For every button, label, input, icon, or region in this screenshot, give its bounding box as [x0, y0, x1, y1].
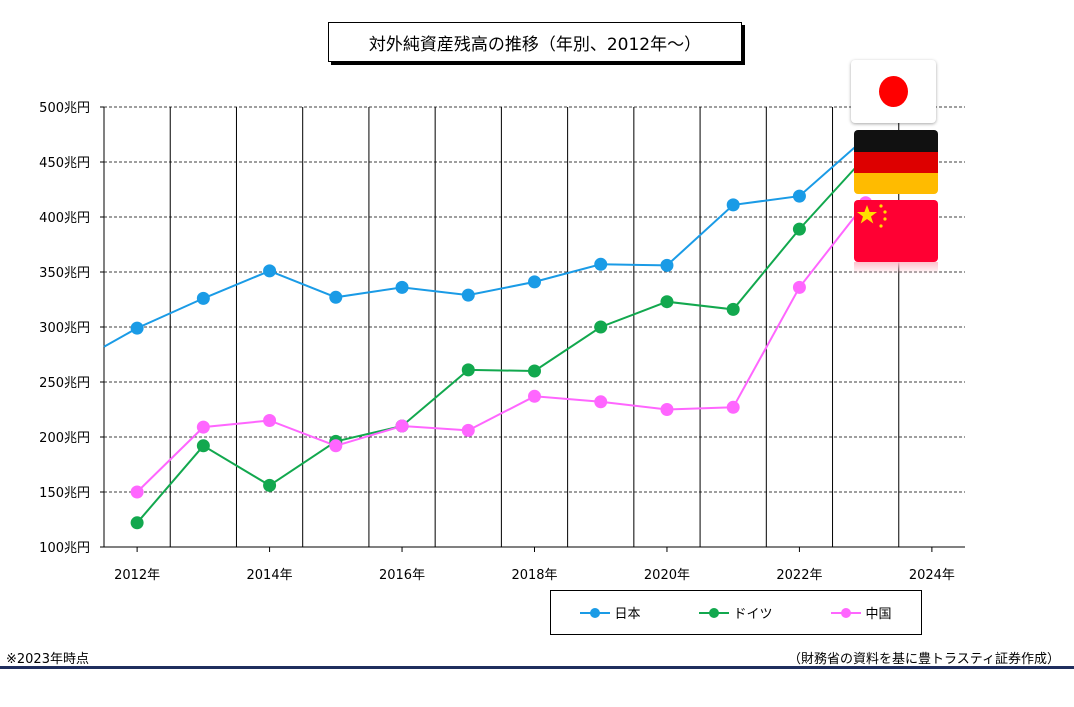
data-point-japan — [329, 290, 343, 304]
x-tick-label: 2014年 — [247, 568, 293, 583]
japan-flag-sun — [879, 76, 908, 107]
data-point-japan — [461, 288, 475, 302]
axes — [100, 106, 965, 552]
series-line-japan — [103, 137, 867, 348]
china-flag — [854, 200, 938, 262]
y-tick-label: 500兆円 — [39, 101, 90, 116]
legend: 日本 ドイツ 中国 — [550, 590, 922, 635]
x-tick-label: 2022年 — [776, 568, 822, 583]
source-note: （財務省の資料を基に豊トラスティ証券作成） — [788, 652, 1060, 667]
data-point-china — [130, 485, 144, 499]
germany-flag-black-stripe — [854, 130, 938, 152]
data-point-germany — [792, 222, 806, 236]
germany-flag-gold-stripe — [854, 173, 938, 194]
y-tick-label: 450兆円 — [39, 156, 90, 171]
data-point-germany — [263, 478, 277, 492]
data-point-germany — [196, 439, 210, 453]
data-point-japan — [395, 280, 409, 294]
series-lines — [103, 137, 867, 524]
germany-flag-red-stripe — [854, 152, 938, 173]
legend-item-china: 中国 — [831, 603, 892, 622]
series-line-china — [136, 202, 867, 493]
x-tick-label: 2016年 — [379, 568, 425, 583]
legend-marker-germany — [699, 607, 730, 618]
y-tick-label: 350兆円 — [39, 266, 90, 281]
china-flag-stars-icon — [857, 204, 887, 228]
data-point-japan — [528, 275, 541, 289]
data-point-japan — [196, 291, 210, 305]
y-tick-label: 100兆円 — [39, 541, 90, 556]
japan-flag — [851, 60, 936, 123]
x-tick-label: 2020年 — [644, 568, 690, 583]
data-point-germany — [461, 363, 475, 377]
germany-flag — [854, 130, 938, 194]
x-axis-tick-labels: 2012年 2014年 2016年 2018年 2020年 2022年 2024年 — [114, 568, 955, 583]
data-point-japan — [263, 264, 277, 278]
data-point-germany — [130, 516, 144, 530]
legend-marker-china — [831, 607, 862, 618]
y-tick-label: 200兆円 — [39, 431, 90, 446]
x-tick-label: 2018年 — [511, 568, 557, 583]
data-point-china — [594, 395, 608, 409]
x-tick-label: 2024年 — [909, 568, 955, 583]
legend-label-china: 中国 — [865, 607, 892, 622]
chart-title: 対外純資産残高の推移（年別、2012年〜） — [328, 22, 742, 62]
data-point-china — [395, 419, 409, 433]
data-point-japan — [726, 198, 740, 212]
y-tick-label: 400兆円 — [39, 211, 90, 226]
data-point-china — [726, 400, 740, 414]
data-point-germany — [594, 320, 608, 334]
data-point-china — [660, 403, 674, 416]
data-point-japan — [594, 257, 608, 271]
data-point-china — [461, 423, 475, 437]
legend-label-germany: ドイツ — [733, 607, 773, 622]
data-point-china — [528, 389, 541, 403]
legend-item-japan: 日本 — [580, 603, 641, 622]
data-point-china — [792, 280, 806, 294]
legend-item-germany: ドイツ — [699, 603, 773, 622]
data-point-germany — [528, 364, 541, 378]
flag-reflection — [854, 262, 938, 274]
x-tick-label: 2012年 — [114, 568, 160, 583]
y-tick-label: 250兆円 — [39, 376, 90, 391]
data-point-china — [329, 439, 343, 453]
legend-marker-japan — [580, 607, 611, 618]
series-line-germany — [136, 155, 867, 524]
data-point-japan — [660, 258, 674, 272]
data-point-japan — [792, 189, 806, 203]
legend-label-japan: 日本 — [614, 607, 641, 622]
data-point-germany — [660, 295, 674, 309]
data-point-china — [263, 414, 277, 427]
y-axis-tick-labels: 100兆円 150兆円 200兆円 250兆円 300兆円 350兆円 400兆円 450兆円… — [39, 101, 90, 556]
grid-lines — [104, 106, 965, 547]
footnote: ※2023年時点 — [6, 652, 89, 667]
y-tick-label: 150兆円 — [39, 486, 90, 501]
y-tick-label: 300兆円 — [39, 321, 90, 336]
bottom-divider — [0, 666, 1074, 669]
data-point-germany — [726, 302, 740, 316]
data-point-china — [196, 420, 210, 434]
data-point-japan — [130, 321, 144, 335]
